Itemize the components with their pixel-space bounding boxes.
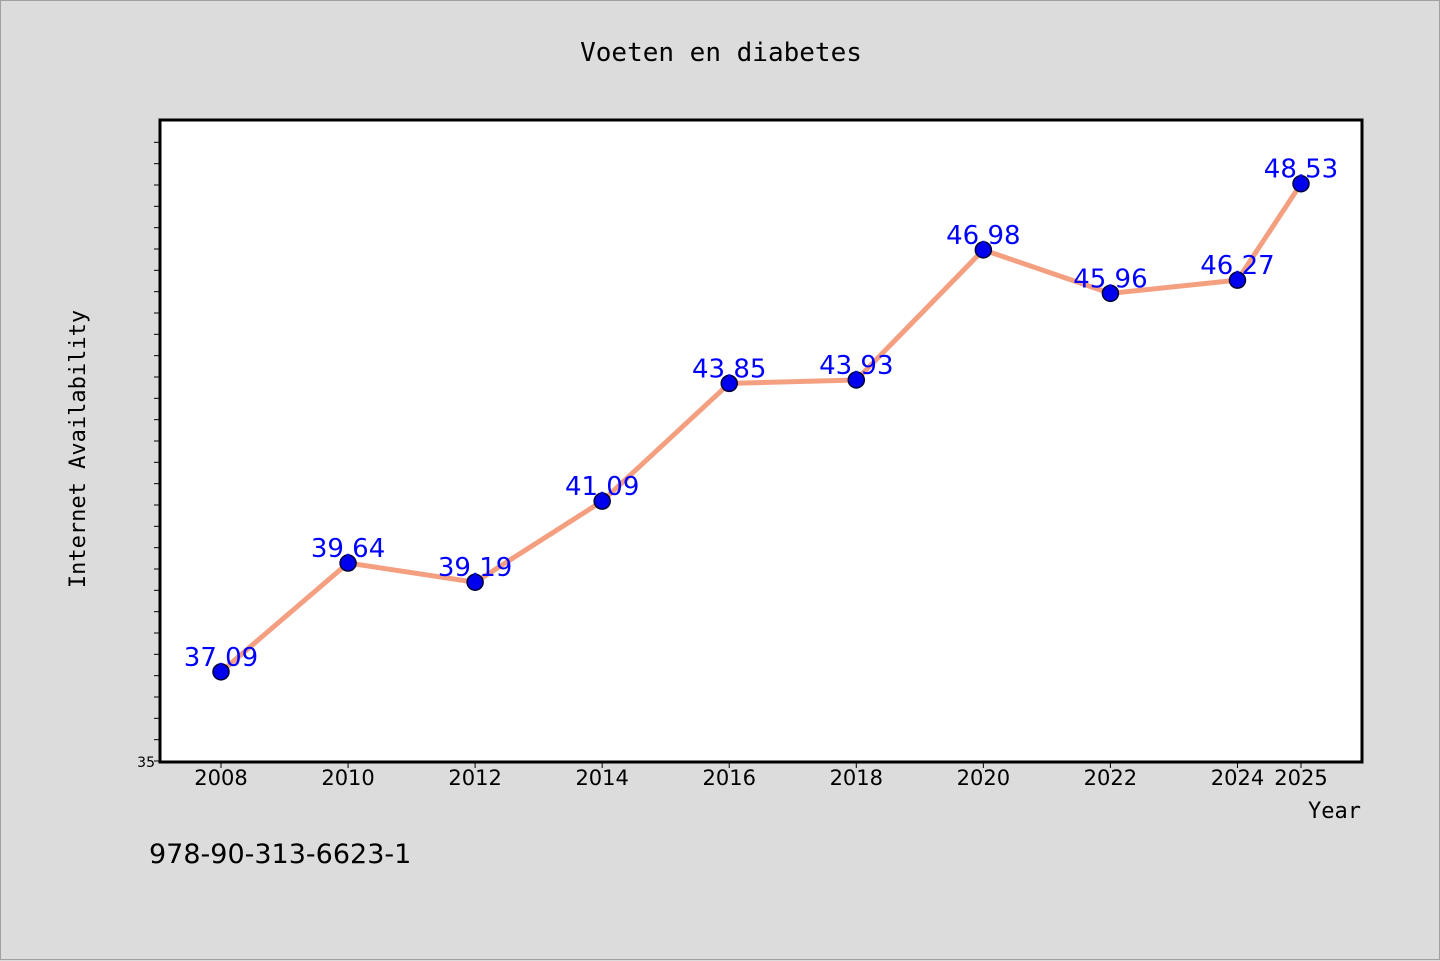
data-point — [974, 241, 993, 259]
series-line — [219, 182, 1304, 674]
data-labels: 37.09 39.64 39.19 41.09 43.85 43.93 46.98 45.96… — [184, 155, 1338, 673]
data-point — [847, 371, 866, 389]
data-label: 39.19 — [438, 553, 512, 583]
y-axis-label: Internet Availability — [66, 310, 91, 588]
x-axis-ticks: 2008 2010 2012 2014 2016 2018 2020 2022 2024 2025 — [194, 761, 1328, 790]
y-tick-label: 35 — [137, 755, 155, 771]
data-label: 43.85 — [692, 354, 766, 384]
x-tick-label: 2008 — [194, 766, 247, 790]
x-axis-label: Year — [1308, 799, 1361, 824]
data-label: 45.96 — [1073, 264, 1147, 294]
x-tick-label: 2018 — [830, 766, 883, 790]
data-label: 43.93 — [819, 351, 893, 381]
x-tick-label: 2010 — [321, 766, 374, 790]
data-label: 41.09 — [565, 472, 639, 502]
data-point — [1292, 174, 1310, 193]
data-point — [1101, 284, 1120, 303]
x-tick-label: 2016 — [703, 766, 756, 790]
data-label: 37.09 — [184, 643, 258, 673]
data-point — [720, 374, 738, 393]
data-point — [1228, 271, 1247, 289]
series-lines — [219, 182, 1304, 674]
data-point — [212, 663, 230, 681]
plot-area — [158, 118, 1364, 764]
data-point — [593, 492, 611, 510]
data-point — [339, 554, 357, 572]
data-label: 46.27 — [1200, 251, 1274, 281]
data-label: 46.98 — [946, 221, 1020, 251]
data-label: 39.64 — [311, 534, 385, 564]
x-tick-label: 2022 — [1084, 766, 1137, 790]
data-point — [466, 573, 484, 591]
series-points — [212, 174, 1310, 681]
x-tick-label: 2012 — [448, 766, 501, 790]
chart-title: Voeten en diabetes — [580, 38, 862, 68]
x-tick-label: 2014 — [575, 766, 628, 790]
y-tick-labels: 35 — [137, 755, 155, 771]
data-label: 48.53 — [1264, 155, 1338, 185]
x-tick-label: 2025 — [1274, 766, 1327, 790]
x-tick-label: 2024 — [1211, 766, 1264, 790]
isbn-footer: 978-90-313-6623-1 — [149, 839, 411, 870]
x-tick-label: 2020 — [957, 766, 1010, 790]
y-minor-ticks — [154, 141, 161, 762]
